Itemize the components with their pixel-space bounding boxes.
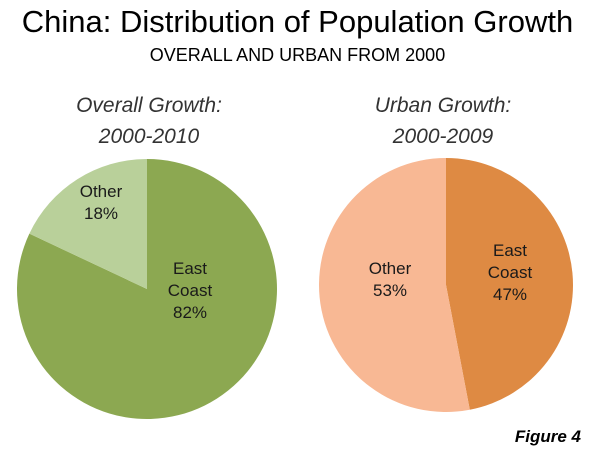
overall-slice-value-label: 82%	[173, 303, 207, 322]
overall-chart-period: 2000-2010	[98, 125, 200, 148]
overall-slice-other	[29, 159, 147, 289]
overall-label-east-coast: East Coast 82%	[168, 259, 213, 322]
urban-slice-other	[318, 158, 470, 413]
overall-label-other: Other 18%	[80, 182, 123, 223]
page-subtitle: OVERALL AND URBAN FROM 2000	[149, 45, 446, 65]
overall-slice-east-coast	[16, 159, 277, 419]
urban-chart-period: 2000-2009	[392, 125, 494, 148]
overall-slice-value-label: 18%	[84, 204, 118, 223]
urban-label-other: Other 53%	[369, 259, 412, 300]
urban-label-east-coast: East Coast 47%	[488, 241, 533, 304]
overall-chart-heading: Overall Growth: 2000-2010	[9, 90, 289, 152]
urban-slice-value-label: 53%	[373, 281, 407, 300]
urban-slice-value-label: 47%	[493, 285, 527, 304]
urban-slice-east-coast	[446, 158, 573, 410]
urban-slice-label-line: East	[493, 241, 527, 260]
figure-label: Figure 4	[514, 427, 581, 446]
urban-chart-title: Urban Growth:	[374, 94, 512, 117]
urban-slice-label-line: Other	[369, 259, 412, 278]
overall-chart-title: Overall Growth:	[76, 94, 222, 117]
urban-chart-heading: Urban Growth: 2000-2009	[303, 90, 583, 152]
overall-slice-label-line: Other	[80, 182, 123, 201]
overall-slice-label-line: Coast	[168, 281, 213, 300]
overall-slice-label-line: East	[173, 259, 207, 278]
urban-slice-label-line: Coast	[488, 263, 533, 282]
page-title: China: Distribution of Population Growth	[21, 4, 574, 39]
